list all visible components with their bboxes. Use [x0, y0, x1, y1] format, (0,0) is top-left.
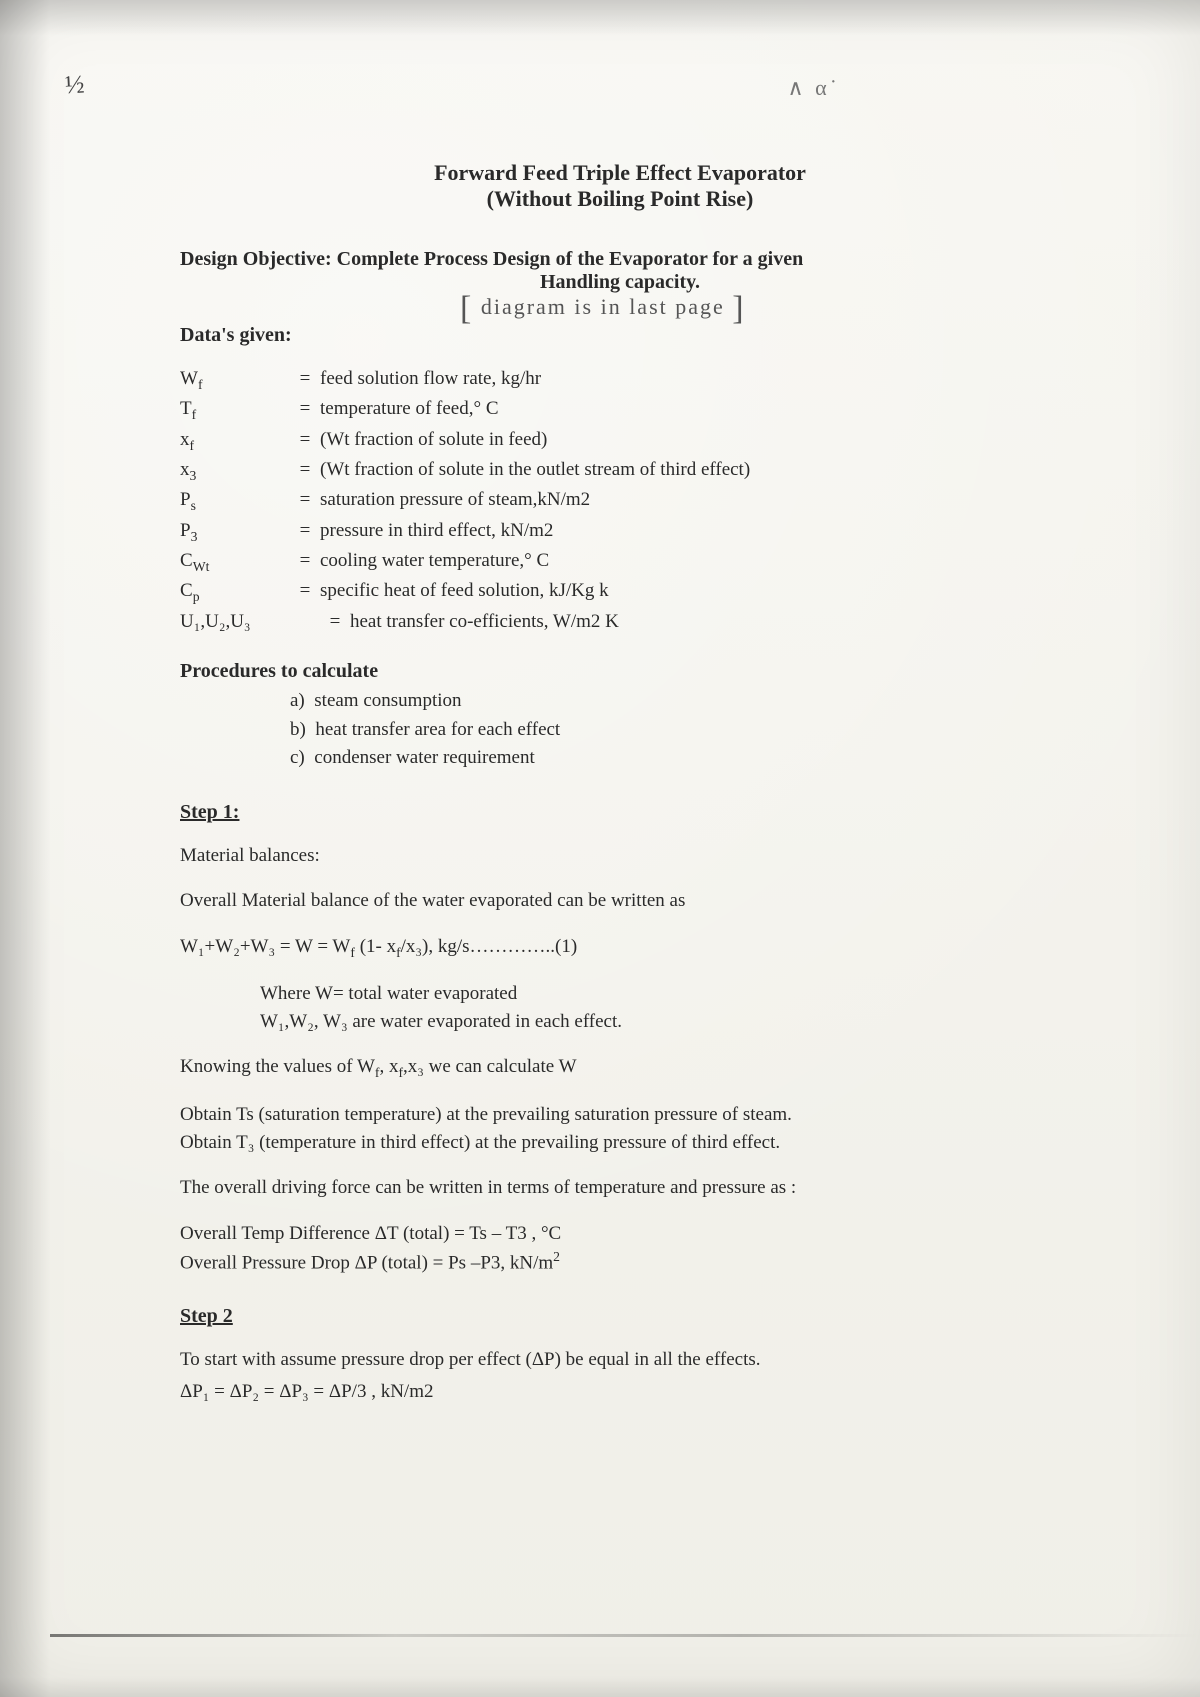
where-line-2: W₁,W₂, W₃ are water evaporated in each e… [260, 1008, 1060, 1036]
step-2-heading: Step 2 [180, 1305, 1060, 1328]
handwritten-mark-top-left: ½ [64, 70, 85, 101]
procedure-item: c) condenser water requirement [290, 744, 1060, 773]
def-symbol: CWt [180, 547, 290, 577]
step1-p-material-balances: Material balances: [180, 842, 1060, 870]
def-symbol: x3 [180, 456, 290, 486]
def-symbol: Wf [180, 365, 290, 395]
handwritten-diagram-note: [ diagram is in last page ] [460, 290, 746, 328]
obtain-ts: Obtain Ts (saturation temperature) at th… [180, 1101, 1060, 1129]
equals-sign: = [290, 395, 320, 425]
def-description: (Wt fraction of solute in the outlet str… [320, 456, 1060, 486]
def-symbol: Ps [180, 486, 290, 516]
design-objective: Design Objective: Complete Process Desig… [180, 248, 1060, 294]
scan-left-shadow [0, 0, 50, 1697]
bracket-close: ] [732, 290, 745, 327]
equals-sign: = [320, 608, 350, 637]
def-description: cooling water temperature,° C [320, 547, 1060, 577]
overall-temp-diff: Overall Temp Difference ΔT (total) = Ts … [180, 1220, 1060, 1248]
step1-p-overall: Overall Material balance of the water ev… [180, 887, 1060, 915]
step1-equation-1: W₁+W₂+W₃ = W = Wf (1- xf/x₃), kg/s…………..… [180, 933, 1060, 963]
def-row: xf = (Wt fraction of solute in feed) [180, 426, 1060, 456]
def-row: Ps = saturation pressure of steam,kN/m2 [180, 486, 1060, 516]
step-1-heading: Step 1: [180, 801, 1060, 824]
step2-p2: ΔP₁ = ΔP₂ = ΔP₃ = ΔP/3 , kN/m2 [180, 1378, 1060, 1406]
step1-overall-diffs: Overall Temp Difference ΔT (total) = Ts … [180, 1220, 1060, 1277]
def-symbol: Cp [180, 577, 290, 607]
equals-sign: = [290, 456, 320, 486]
equals-sign: = [290, 426, 320, 456]
procedure-item: a) steam consumption [290, 687, 1060, 716]
def-row: CWt = cooling water temperature,° C [180, 547, 1060, 577]
procedures-list: a) steam consumption b) heat transfer ar… [180, 687, 1060, 773]
step1-knowing: Knowing the values of Wf, xf,x₃ we can c… [180, 1053, 1060, 1083]
def-description: saturation pressure of steam,kN/m2 [320, 486, 1060, 516]
def-description: feed solution flow rate, kg/hr [320, 365, 1060, 395]
def-description: pressure in third effect, kN/m2 [320, 517, 1060, 547]
step1-obtain-ts-t3: Obtain Ts (saturation temperature) at th… [180, 1101, 1060, 1156]
document-title: Forward Feed Triple Effect Evaporator (W… [180, 160, 1060, 212]
bracket-open: [ [460, 290, 473, 327]
step2-p1: To start with assume pressure drop per e… [180, 1346, 1060, 1374]
def-row: Tf = temperature of feed,° C [180, 395, 1060, 425]
definitions-list: Wf = feed solution flow rate, kg/hr Tf =… [180, 365, 1060, 636]
equals-sign: = [290, 365, 320, 395]
procedure-item: b) heat transfer area for each effect [290, 716, 1060, 745]
procedures-section: Procedures to calculate a) steam consump… [180, 660, 1060, 773]
step1-where: Where W= total water evaporated W₁,W₂, W… [180, 980, 1060, 1035]
def-row: x3 = (Wt fraction of solute in the outle… [180, 456, 1060, 486]
def-row: P3 = pressure in third effect, kN/m2 [180, 517, 1060, 547]
handwritten-text: diagram is in last page [481, 294, 725, 319]
def-symbol: Tf [180, 395, 290, 425]
where-line-1: Where W= total water evaporated [260, 980, 1060, 1008]
equals-sign: = [290, 486, 320, 516]
def-row: U₁,U₂,U₃ = heat transfer co-efficients, … [180, 608, 1060, 637]
equals-sign: = [290, 577, 320, 607]
handwritten-mark-top-right: ∧ α˙ [788, 75, 840, 101]
def-symbol: P3 [180, 517, 290, 547]
equals-sign: = [290, 517, 320, 547]
obtain-t3: Obtain T₃ (temperature in third effect) … [180, 1129, 1060, 1157]
def-row: Cp = specific heat of feed solution, kJ/… [180, 577, 1060, 607]
def-description: specific heat of feed solution, kJ/Kg k [320, 577, 1060, 607]
step1-driving-force: The overall driving force can be written… [180, 1174, 1060, 1202]
def-description: temperature of feed,° C [320, 395, 1060, 425]
title-line-1: Forward Feed Triple Effect Evaporator [180, 160, 1060, 186]
title-line-2: (Without Boiling Point Rise) [180, 186, 1060, 212]
scanned-page: ½ ∧ α˙ [ diagram is in last page ] Forwa… [0, 0, 1200, 1697]
objective-label: Design Objective: [180, 248, 337, 270]
def-row: Wf = feed solution flow rate, kg/hr [180, 365, 1060, 395]
procedures-heading: Procedures to calculate [180, 660, 1060, 683]
def-symbol: U₁,U₂,U₃ [180, 608, 320, 637]
equals-sign: = [290, 547, 320, 577]
objective-text-1: Complete Process Design of the Evaporato… [337, 248, 804, 270]
scan-artifact-line [50, 1634, 1200, 1637]
def-description: heat transfer co-efficients, W/m2 K [350, 608, 1060, 637]
overall-pressure-drop: Overall Pressure Drop ΔP (total) = Ps –P… [180, 1247, 1060, 1277]
def-description: (Wt fraction of solute in feed) [320, 426, 1060, 456]
def-symbol: xf [180, 426, 290, 456]
